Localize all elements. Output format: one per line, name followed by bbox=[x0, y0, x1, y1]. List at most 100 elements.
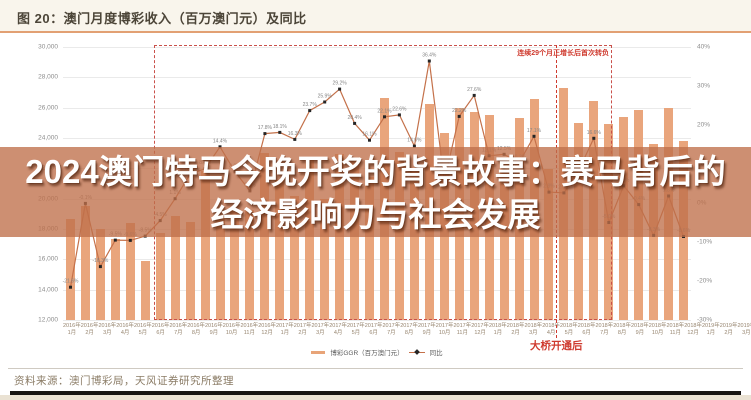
x-axis-label: 2018年 11月 bbox=[666, 323, 685, 336]
y-left-tick-label: 12,000 bbox=[38, 316, 58, 324]
yoy-value-label: 29.2% bbox=[333, 81, 348, 87]
yoy-marker bbox=[69, 285, 72, 289]
yoy-marker bbox=[457, 114, 461, 118]
x-axis-label: 2016年 4月 bbox=[116, 323, 134, 336]
x-axis-label: 2016年 10月 bbox=[222, 323, 241, 336]
legend-line-marker-icon bbox=[413, 349, 420, 355]
yoy-value-label: 16.1% bbox=[362, 132, 377, 138]
x-axis-label: 2016年 12月 bbox=[258, 323, 276, 336]
ggr-bar bbox=[200, 171, 210, 320]
y-left-tick-label: 30,000 bbox=[38, 43, 58, 51]
legend-line-label: 同比 bbox=[429, 350, 443, 357]
yoy-value-label: 22.6% bbox=[392, 106, 407, 112]
overlay-headline-line2: 经济影响力与社会发展 bbox=[210, 195, 541, 233]
x-axis-label: 2016年 11月 bbox=[240, 323, 259, 336]
yoy-value-label: 16.3% bbox=[288, 131, 303, 137]
x-axis-label: 2019年 2月 bbox=[719, 323, 738, 336]
figure-title: 图 20：澳门月度博彩收入（百万澳门元）及同比 bbox=[17, 11, 307, 26]
ggr-bar bbox=[409, 167, 419, 320]
yoy-value-label: 23.7% bbox=[303, 102, 318, 108]
yoy-value-label: -16.3% bbox=[92, 258, 108, 264]
yoy-marker bbox=[338, 87, 342, 91]
bottom-strip bbox=[0, 394, 751, 400]
x-axis-label: 2016年 2月 bbox=[80, 323, 99, 336]
overlay-banner: 2024澳门特马今晚开奖的背景故事：赛马背后的 经济影响力与社会发展 bbox=[0, 147, 751, 237]
chart-legend: 博彩GGR（百万澳门元） 同比 bbox=[63, 346, 691, 358]
yoy-marker bbox=[592, 136, 596, 140]
yoy-value-label: 36.4% bbox=[422, 53, 437, 59]
x-axis-label: 2017年 11月 bbox=[453, 323, 472, 336]
gridline bbox=[63, 320, 691, 321]
x-axis-label: 2018年 12月 bbox=[684, 323, 702, 336]
gridline bbox=[63, 289, 691, 291]
bottom-rule bbox=[10, 391, 741, 395]
x-axis-label: 2019年3月 bbox=[737, 323, 751, 336]
yoy-marker bbox=[113, 238, 117, 242]
yoy-marker bbox=[383, 115, 386, 119]
annotation-streak-label: 连续29个月正增长后首次转负 bbox=[517, 50, 609, 57]
ggr-bar bbox=[215, 216, 225, 320]
yoy-value-label: 22.1% bbox=[377, 108, 392, 114]
y-left-tick-label: 14,000 bbox=[38, 286, 58, 294]
yoy-marker bbox=[368, 138, 371, 142]
y-right-tick-label: -30% bbox=[697, 316, 713, 324]
ggr-bar bbox=[95, 229, 105, 320]
x-axis-label: 2017年 10月 bbox=[435, 323, 454, 336]
ggr-bar bbox=[275, 180, 285, 320]
yoy-value-label: -21.6% bbox=[63, 279, 79, 285]
x-axis-label: 2016年 7月 bbox=[169, 323, 188, 336]
yoy-value-label: 16.6% bbox=[587, 130, 602, 136]
ggr-bar bbox=[320, 198, 330, 320]
x-axis-label: 2017年 9月 bbox=[418, 323, 436, 336]
gridline bbox=[63, 107, 691, 109]
ggr-bar bbox=[65, 218, 75, 320]
x-axis-label: 2016年 6月 bbox=[151, 323, 170, 336]
yoy-value-label: 27.6% bbox=[467, 87, 482, 93]
x-axis-label: 2018年 1月 bbox=[489, 323, 507, 336]
y-left-tick-label: 28,000 bbox=[38, 73, 58, 81]
yoy-marker bbox=[293, 137, 297, 141]
x-axis-label: 2018年 9月 bbox=[631, 323, 649, 336]
yoy-value-label: 14.4% bbox=[213, 138, 228, 144]
overlay-headline-line1: 2024澳门特马今晚开奖的背景故事：赛马背后的 bbox=[25, 152, 726, 190]
x-axis-label: 2017年 4月 bbox=[329, 323, 347, 336]
y-right-tick-label: 20% bbox=[697, 121, 711, 129]
x-axis-label: 2017年 5月 bbox=[347, 323, 365, 336]
ggr-bar bbox=[305, 157, 315, 320]
yoy-value-label: 17.8% bbox=[258, 125, 273, 131]
source-text: 资料来源：澳门博彩局，天风证券研究所整理 bbox=[14, 375, 234, 387]
x-axis-label: 2016年 1月 bbox=[63, 323, 81, 336]
x-axis-label: 2018年 8月 bbox=[613, 323, 631, 336]
gridline bbox=[63, 259, 691, 261]
ggr-bar bbox=[185, 222, 195, 320]
yoy-marker bbox=[278, 130, 282, 134]
x-axis-label: 2017年 8月 bbox=[400, 323, 418, 336]
y-left-tick-label: 24,000 bbox=[38, 134, 58, 142]
x-axis: 2016年 1月 2016年 2月 2016年 3月 2016年 4月 2016年 5月 2016年… bbox=[63, 323, 751, 336]
x-axis-label: 2017年 3月 bbox=[311, 323, 330, 336]
x-axis-label: 2018年 5月 bbox=[560, 323, 578, 336]
yoy-marker bbox=[472, 93, 476, 97]
ggr-bar bbox=[245, 209, 255, 320]
ggr-bar bbox=[290, 196, 300, 320]
ggr-bar bbox=[110, 239, 120, 320]
yoy-value-label: 14.6% bbox=[407, 138, 422, 144]
gridline bbox=[63, 47, 691, 48]
yoy-value-label: 17.1% bbox=[527, 128, 542, 134]
ggr-bar bbox=[350, 158, 360, 320]
yoy-marker bbox=[128, 238, 132, 242]
x-axis-label: 2018年 4月 bbox=[542, 323, 560, 336]
yoy-marker bbox=[218, 145, 222, 149]
y-right-tick-label: 30% bbox=[697, 82, 711, 90]
x-axis-label: 2017年 7月 bbox=[382, 323, 401, 336]
x-axis-label: 2018年 6月 bbox=[577, 323, 596, 336]
yoy-marker bbox=[263, 132, 267, 136]
ggr-bar bbox=[499, 160, 509, 320]
yoy-marker bbox=[323, 100, 327, 104]
x-axis-label: 2017年 6月 bbox=[364, 323, 383, 336]
ggr-bar bbox=[80, 205, 90, 320]
legend-bar-swatch bbox=[311, 350, 326, 354]
yoy-value-label: 22.2% bbox=[452, 108, 467, 114]
yoy-marker bbox=[397, 113, 401, 117]
